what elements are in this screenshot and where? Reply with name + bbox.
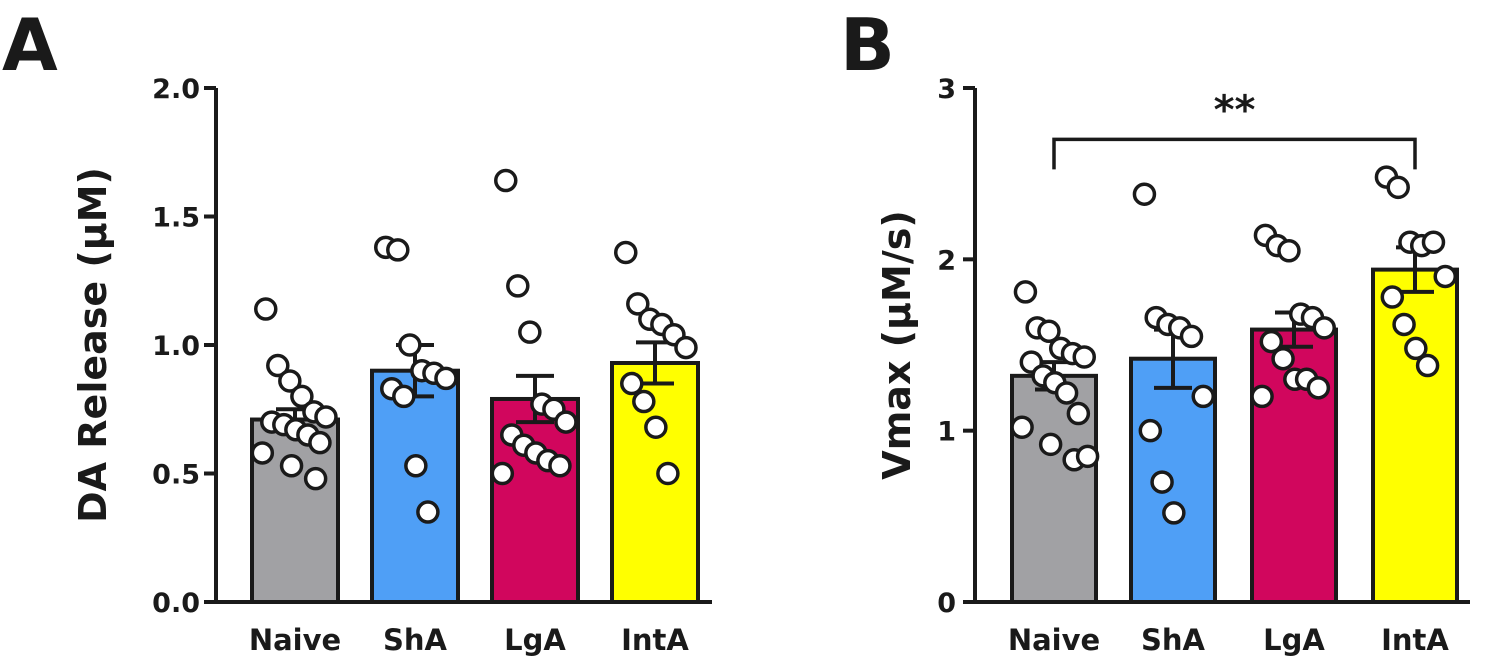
panel-b-data-point (1259, 329, 1284, 354)
panel-a-data-point (632, 389, 656, 414)
panel-a-data-point (620, 371, 644, 396)
panel-b-significance-bracket (1052, 137, 1417, 170)
panel-a-data-point (279, 454, 304, 478)
panel-b-data-point (1191, 384, 1215, 409)
panel-b-data-point (1162, 501, 1186, 525)
panel-b-data-point (1415, 353, 1440, 378)
panel-a-data-point (416, 500, 440, 524)
panel-a-data-point (250, 441, 275, 465)
panel-b-data-point (1075, 444, 1100, 469)
panel-a-y-tick-label: 0.5 (152, 460, 200, 491)
panel-b-data-point (1392, 312, 1416, 337)
panel-a-data-point (506, 274, 530, 298)
panel-b-data-point (1277, 239, 1301, 263)
panel-b-significance-label: ** (1214, 87, 1256, 133)
panel-a-data-point (674, 335, 698, 360)
panel-b-data-point (1013, 280, 1038, 304)
panel-b-data-point (1054, 381, 1079, 405)
panel-b-data-point (1138, 418, 1163, 443)
panel-a-category-label-lga: LgA (504, 623, 566, 657)
panel-b-data-point (1250, 384, 1274, 409)
panel-b-letter: B (840, 3, 895, 87)
panel-a-data-point (518, 320, 542, 344)
panel-b: B Vmax (µM/s) 0 1 2 3 Naive ShA LgA IntA ** (840, 3, 1470, 657)
panel-a-category-label-sha: ShA (383, 623, 448, 657)
panel-b-data-point (1421, 230, 1446, 254)
panel-b-data-point (1433, 264, 1457, 289)
panel-a-data-point (548, 454, 572, 478)
panel-b-y-tick-label: 2 (937, 245, 956, 276)
panel-a-category-label-inta: IntA (621, 623, 689, 657)
panel-b-data-point (1037, 319, 1061, 344)
panel-b-y-tick-label: 1 (937, 417, 956, 448)
panel-b-data-point (1132, 182, 1157, 206)
panel-b-bar-inta (1371, 267, 1459, 604)
panel-a-data-point (303, 466, 328, 491)
panel-a-bar-sha (370, 368, 460, 605)
panel-a-data-point (398, 333, 422, 357)
panel-a-y-tick-label: 1.5 (152, 203, 200, 234)
panel-b-y-axis-title: Vmax (µM/s) (875, 210, 919, 479)
panel-b-y-tick-label: 3 (937, 74, 956, 105)
panel-a-data-point (434, 366, 458, 391)
panel-a-marks: 0.0 0.5 1.0 1.5 2.0 Naive ShA LgA IntA (152, 74, 712, 657)
panel-a-data-point (490, 461, 515, 486)
panel-a-data-point (392, 384, 416, 409)
panel-b-y-tick-label: 0 (937, 588, 956, 619)
panel-b-data-point (1380, 285, 1405, 309)
panel-a-data-point (656, 461, 680, 486)
panel-b-category-label-lga: LgA (1263, 623, 1325, 657)
panel-b-data-point (1386, 175, 1410, 200)
panel-a-data-point (554, 410, 578, 434)
panel-b-data-point (1150, 470, 1174, 494)
panel-b-data-point (1179, 324, 1204, 349)
panel-a-letter: A (2, 3, 58, 87)
panel-a-data-point (404, 454, 428, 478)
panel-a-data-point (278, 369, 302, 393)
panel-a-data-point (644, 415, 668, 439)
panel-b-data-point (1306, 376, 1331, 400)
panel-a-y-tick-label: 1.0 (152, 331, 200, 362)
panel-b-data-point (1072, 345, 1096, 369)
panel-b-data-point (1066, 401, 1091, 426)
panel-a-data-point (626, 292, 650, 316)
panel-b-data-point (1312, 316, 1336, 340)
panel-a-data-point (254, 297, 278, 321)
panel-a-category-label-naive: Naive (249, 623, 341, 657)
panel-a-data-point (494, 168, 518, 193)
panel-a-data-point (266, 353, 290, 378)
panel-a-data-point (308, 430, 332, 455)
panel-a-y-tick-label: 0.0 (152, 588, 200, 619)
panel-b-category-label-inta: IntA (1381, 623, 1449, 657)
panel-b-category-label-sha: ShA (1141, 623, 1206, 657)
panel-a-y-tick-label: 2.0 (152, 74, 200, 105)
panel-a-data-point (614, 240, 638, 265)
panel-a-data-point (290, 384, 314, 409)
panel-a-data-point (386, 238, 410, 262)
panel-b-marks: 0 1 2 3 Naive ShA LgA IntA ** (937, 74, 1470, 657)
panel-b-data-point (1271, 346, 1295, 371)
panel-a: A DA Release (µM) 0.0 0.5 1.0 1.5 2.0 Naive Sh… (2, 3, 712, 657)
panel-b-data-point (1038, 432, 1063, 457)
panel-b-category-label-naive: Naive (1008, 623, 1100, 657)
panel-b-data-point (1010, 415, 1034, 439)
panel-a-y-axis-title: DA Release (µM) (71, 167, 115, 523)
panel-a-data-point (314, 405, 338, 429)
panel-b-data-point (1404, 336, 1428, 361)
